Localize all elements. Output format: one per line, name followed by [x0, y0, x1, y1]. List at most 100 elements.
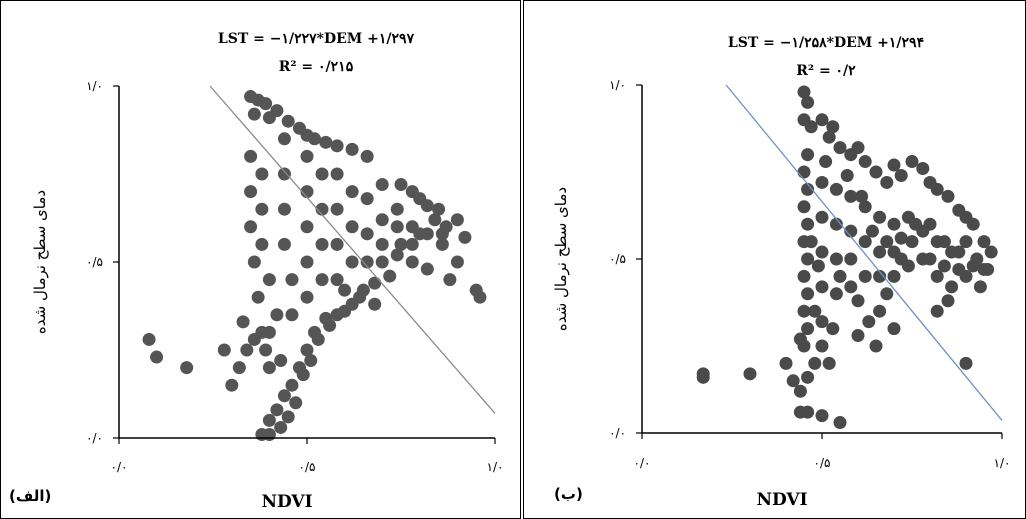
y-axis-label: دمای سطح نرمال شده: [552, 187, 570, 331]
data-point: [345, 220, 359, 234]
data-point: [217, 343, 231, 357]
data-point: [311, 332, 325, 346]
data-point: [930, 235, 944, 249]
data-point: [959, 356, 973, 370]
data-point: [285, 273, 299, 287]
data-point: [435, 237, 449, 251]
data-point: [390, 220, 404, 234]
data-point: [405, 220, 419, 234]
data-point: [432, 202, 446, 216]
data-point: [262, 413, 276, 427]
data-point: [345, 255, 359, 269]
data-point: [300, 290, 314, 304]
data-point: [262, 111, 276, 125]
data-point: [375, 237, 389, 251]
data-point: [289, 396, 303, 410]
data-point: [815, 280, 829, 294]
data-point: [285, 308, 299, 322]
data-point: [826, 120, 840, 134]
data-point: [360, 192, 374, 206]
data-point: [811, 259, 825, 273]
panel-alef: ۰/۰ ۰/۰ ۰/۵ ۰/۵ ۱/۰ ۱/۰ LST = −۱/۲۲۷*DEM +۱/۲۹…: [0, 0, 521, 519]
data-point: [829, 252, 843, 266]
data-point: [375, 213, 389, 227]
data-point: [901, 259, 915, 273]
panel-be: ۰/۰ ۰/۰ ۰/۵ ۰/۵ ۱/۰ ۱/۰ LST = −۱/۲۵۸*DEM +۱/۲۹…: [523, 0, 1026, 519]
data-point: [801, 252, 815, 266]
data-point: [808, 304, 822, 318]
r-squared-label: R² = ۰/۲۱۵: [279, 59, 354, 75]
data-point: [815, 409, 829, 423]
data-point: [300, 149, 314, 163]
data-point: [826, 322, 840, 336]
x-tick-label: ۰/۵: [814, 456, 831, 470]
data-point: [262, 427, 276, 441]
panel-label: (الف): [9, 487, 51, 505]
data-point: [443, 273, 457, 287]
data-point: [394, 178, 408, 192]
data-point: [420, 262, 434, 276]
data-point: [270, 308, 284, 322]
data-point: [420, 227, 434, 241]
data-point: [251, 290, 265, 304]
data-point: [262, 361, 276, 375]
data-point: [330, 237, 344, 251]
data-point: [801, 95, 815, 109]
data-point: [801, 322, 815, 336]
data-point: [696, 370, 710, 384]
data-point: [236, 315, 250, 329]
data-point: [905, 235, 919, 249]
data-point: [259, 97, 273, 111]
data-point: [869, 165, 883, 179]
data-point: [368, 297, 382, 311]
data-point: [930, 269, 944, 283]
data-point: [281, 114, 295, 128]
data-point: [428, 213, 442, 227]
data-point: [244, 220, 258, 234]
x-axis-label: NDVI: [261, 492, 312, 512]
data-point: [894, 168, 908, 182]
data-point: [142, 332, 156, 346]
data-point: [797, 165, 811, 179]
data-point: [815, 339, 829, 353]
data-point: [858, 155, 872, 169]
y-tick-label: ۰/۰: [86, 431, 103, 445]
data-point: [801, 217, 815, 231]
data-point: [880, 175, 894, 189]
data-point: [244, 185, 258, 199]
data-point: [829, 287, 843, 301]
x-tick-label: ۱/۰: [994, 456, 1011, 470]
panel-label: (ب): [554, 485, 583, 503]
trendline: [725, 84, 1003, 421]
data-point: [786, 374, 800, 388]
x-tick-label: ۰/۰: [634, 456, 651, 470]
y-axis-label: دمای سطح نرمال شده: [31, 190, 49, 334]
data-point: [262, 273, 276, 287]
data-point: [815, 245, 829, 259]
data-point: [937, 259, 951, 273]
data-point: [150, 350, 164, 364]
data-point: [945, 280, 959, 294]
data-point: [952, 262, 966, 276]
data-point: [458, 230, 472, 244]
data-point: [808, 356, 822, 370]
data-point: [338, 283, 352, 297]
data-point: [247, 107, 261, 121]
x-tick-label: ۱/۰: [487, 460, 504, 474]
data-point: [851, 294, 865, 308]
data-point: [473, 290, 487, 304]
data-point: [801, 370, 815, 384]
data-point: [330, 167, 344, 181]
data-point: [887, 245, 901, 259]
y-tick-label: ۱/۰: [86, 79, 103, 93]
data-point: [844, 252, 858, 266]
data-point: [905, 155, 919, 169]
data-point: [966, 259, 980, 273]
data-point: [804, 235, 818, 249]
data-point: [833, 141, 847, 155]
data-point: [308, 132, 322, 146]
data-point: [941, 189, 955, 203]
data-point: [345, 142, 359, 156]
data-point: [274, 420, 288, 434]
